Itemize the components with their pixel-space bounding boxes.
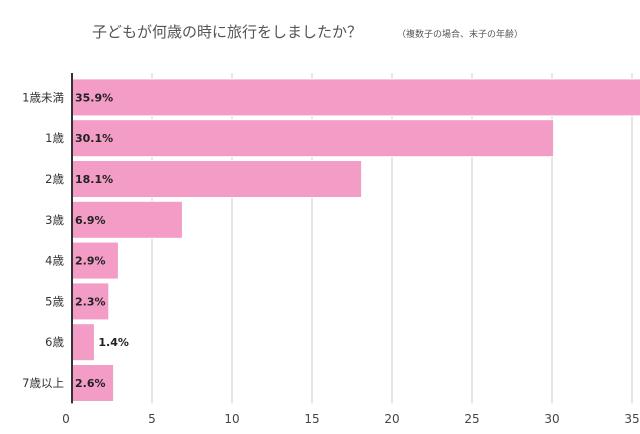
value-labels: 35.9% 30.1% 18.1% 6.9% 2.9% 2.3% 1.4% 2.6% (75, 91, 129, 390)
chart-title: 子どもが何歳の時に旅行をしましたか？ (92, 23, 362, 41)
value-label: 1.4% (98, 336, 129, 349)
x-tick-label: 0 (62, 412, 70, 426)
value-label: 2.6% (75, 377, 106, 390)
value-label: 6.9% (75, 214, 106, 227)
bars (71, 78, 640, 402)
x-tick-label: 20 (384, 412, 399, 426)
category-label: 1歳未満 (22, 90, 64, 104)
x-tick-label: 25 (464, 412, 479, 426)
category-label: 3歳 (45, 213, 64, 227)
value-label: 2.3% (75, 295, 106, 308)
bar (71, 282, 110, 321)
category-labels: 1歳未満 1歳 2歳 3歳 4歳 5歳 6歳 7歳以上 (22, 90, 64, 390)
value-label: 2.9% (75, 255, 106, 268)
x-tick-label: 5 (148, 412, 156, 426)
category-label: 7歳以上 (22, 376, 64, 390)
bar (71, 160, 363, 198)
x-tick-label: 10 (224, 412, 239, 426)
chart-subtitle: （複数子の場合、末子の年齢） (397, 28, 523, 40)
category-label: 2歳 (45, 172, 64, 186)
x-tick-label: 15 (304, 412, 319, 426)
bar (71, 241, 119, 280)
bar (71, 78, 640, 117)
bar (71, 119, 555, 158)
x-tick-label: 35 (624, 412, 639, 426)
x-tick-labels: 0 5 10 15 20 25 30 35 (62, 412, 639, 426)
bar (71, 323, 95, 362)
value-label: 35.9% (75, 91, 113, 104)
category-label: 6歳 (45, 335, 64, 349)
value-label: 30.1% (75, 132, 113, 145)
category-label: 5歳 (45, 294, 64, 308)
category-label: 4歳 (45, 254, 64, 268)
x-tick-label: 30 (544, 412, 559, 426)
category-label: 1歳 (45, 131, 64, 145)
value-label: 18.1% (75, 173, 113, 186)
